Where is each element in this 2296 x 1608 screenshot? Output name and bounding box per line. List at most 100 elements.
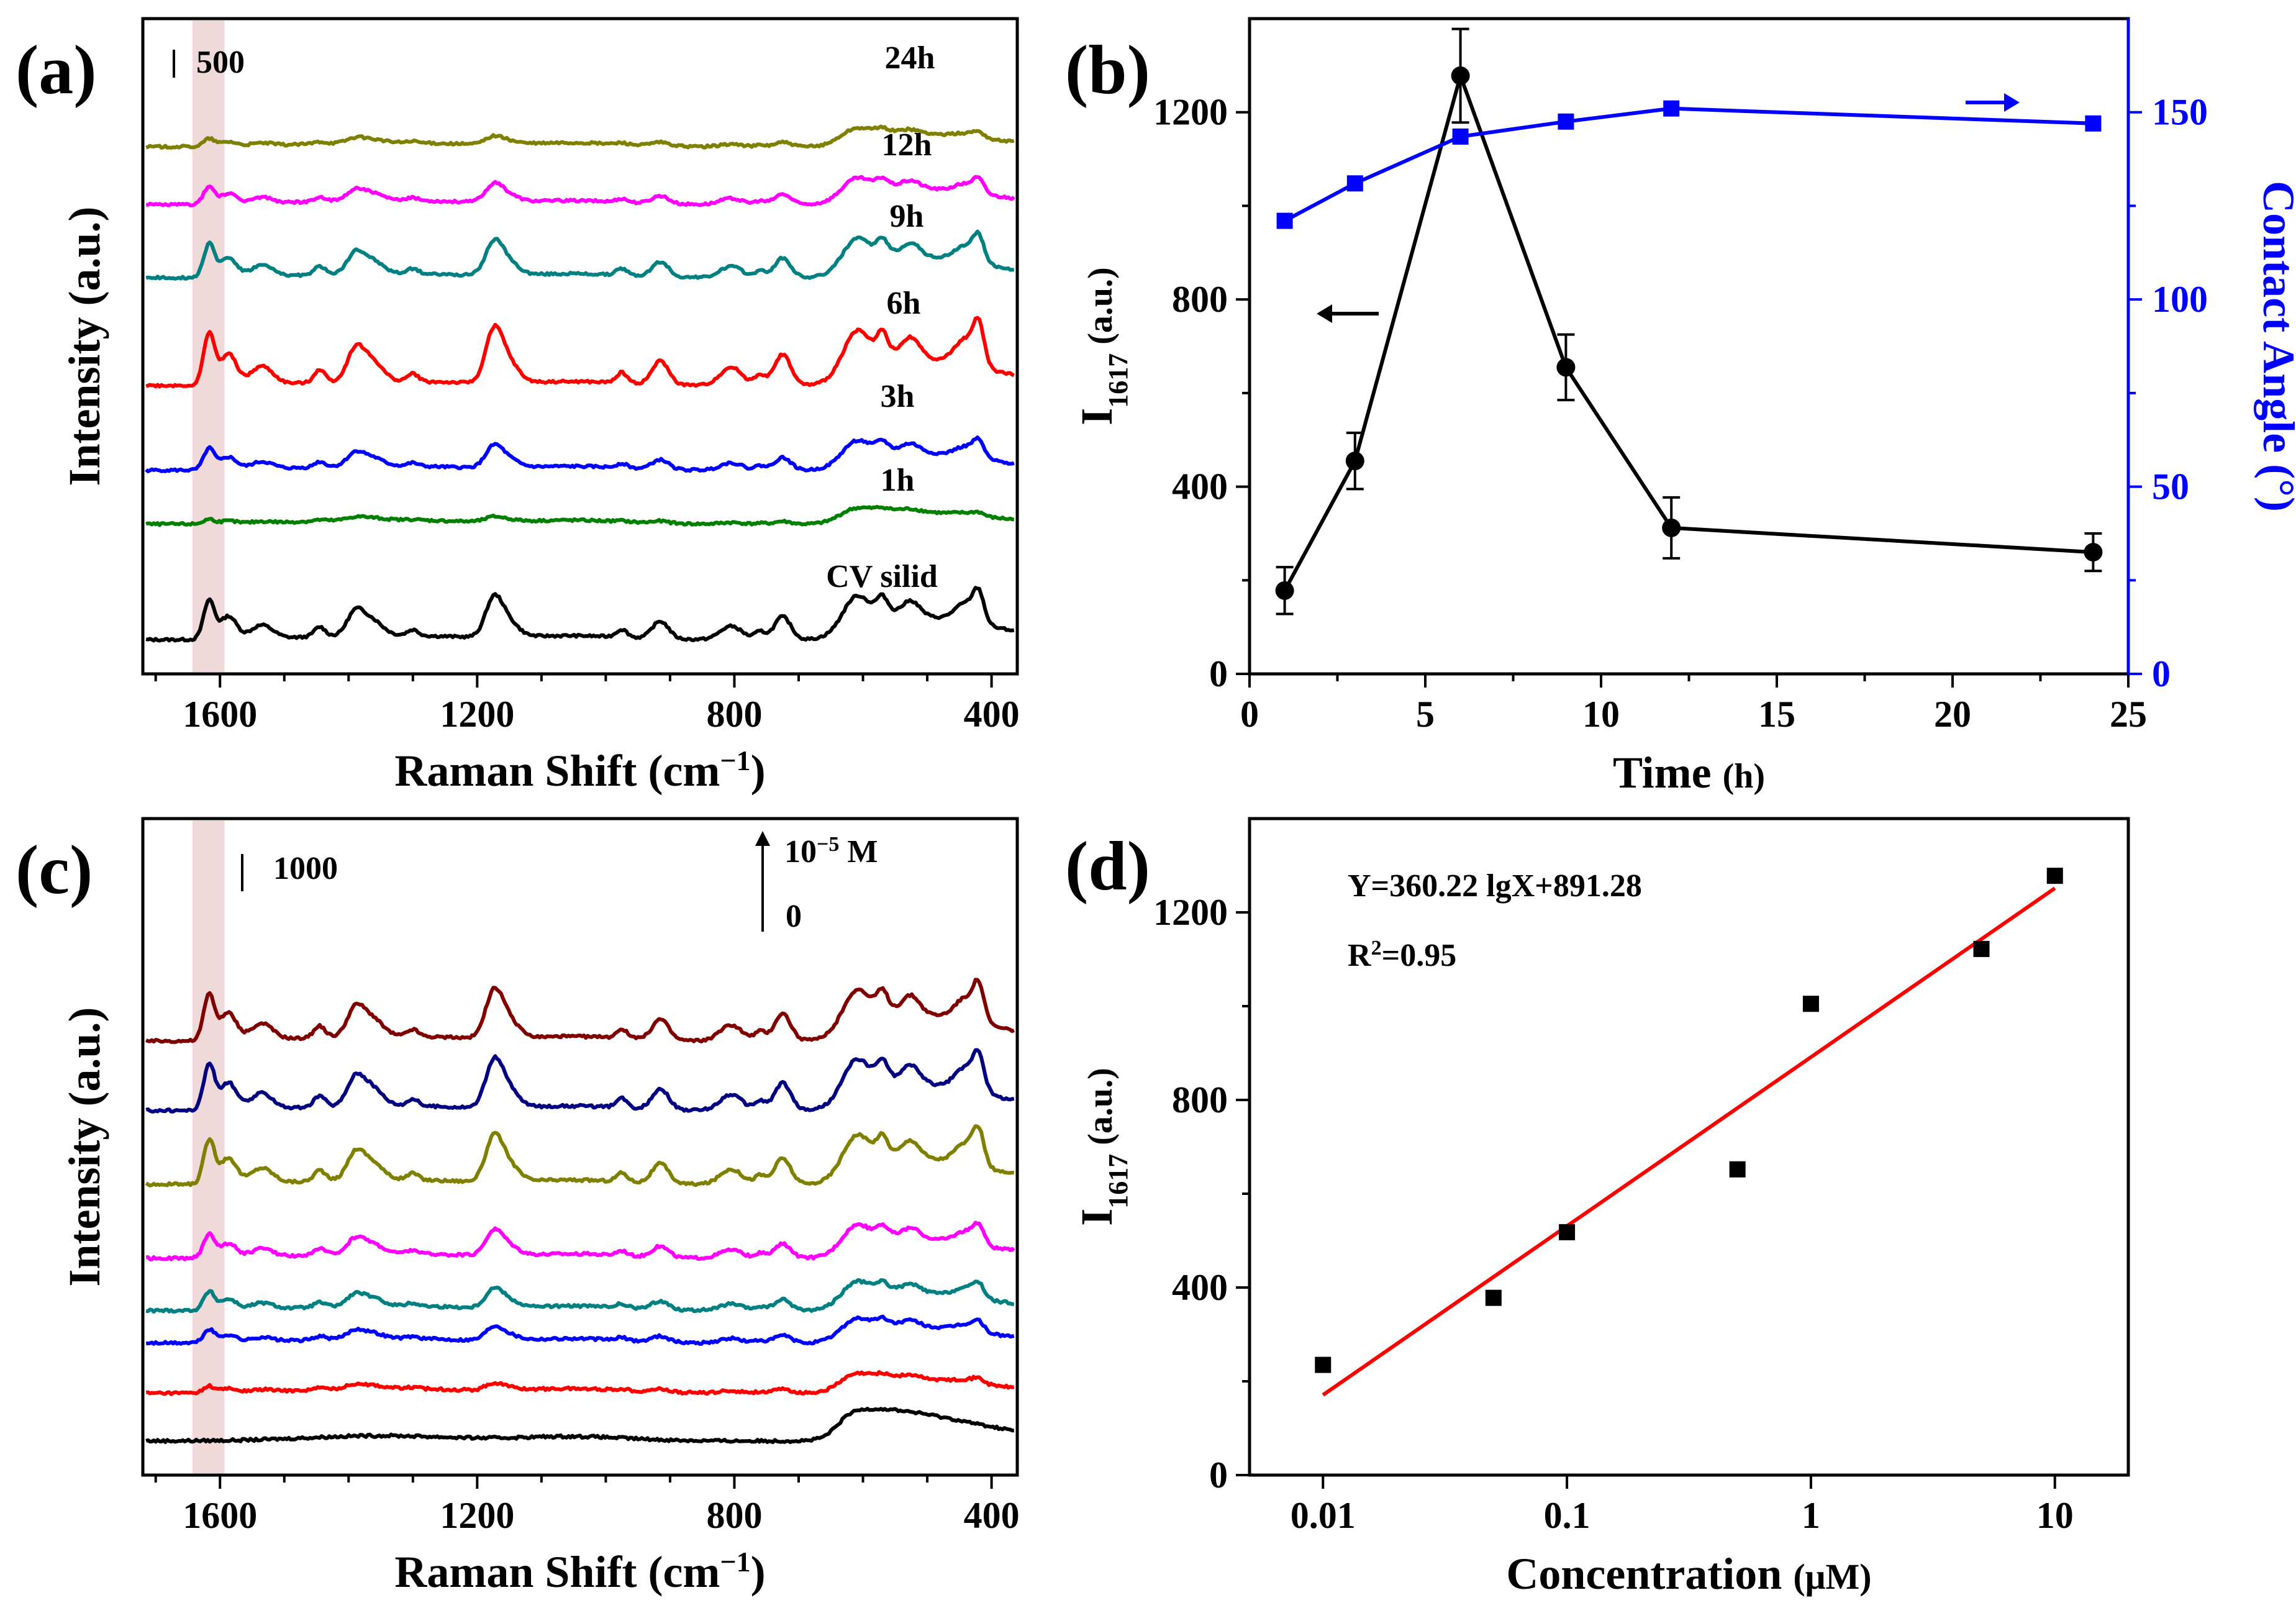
- panel-c: 1600 1200 800 400 Raman Shift (cm−1) Intensit…: [16, 817, 1020, 1597]
- highlight-band: [192, 820, 225, 1473]
- panel-label: (d): [1065, 828, 1150, 905]
- panel-label: (b): [1065, 32, 1150, 109]
- y-tick-label-left: 0: [1209, 653, 1228, 694]
- spectrum-s6: [145, 1124, 1015, 1188]
- scale-bar-label: 1000: [273, 851, 338, 886]
- y-axis-label: Intensity (a.u.): [60, 206, 109, 486]
- plot-frame: [1248, 817, 2130, 1477]
- spectrum-6h: [145, 316, 1015, 389]
- y-axis-label-right: Contact Angle (°): [2254, 181, 2296, 512]
- y-axis-label-left-text: I: [1072, 408, 1122, 425]
- x-tick-label: 0.01: [1291, 1495, 1356, 1536]
- y-tick-label: 800: [1172, 1079, 1228, 1120]
- intensity-point: [1662, 518, 1681, 537]
- spectrum-12h: [146, 175, 1015, 207]
- intensity-point: [2084, 543, 2103, 562]
- contact-angle-point: [1663, 100, 1680, 117]
- contact-angle-point: [1452, 128, 1469, 145]
- x-tick-label: 15: [1758, 694, 1795, 735]
- x-tick-label: 10: [1582, 694, 1620, 735]
- x-axis-label-end: ): [751, 1547, 766, 1597]
- x-tick-label: 25: [2110, 694, 2147, 735]
- series-label-cv-silid: CV silid: [826, 559, 938, 594]
- y-tick-label-right: 100: [2152, 279, 2208, 320]
- r-squared-value: =0.95: [1382, 938, 1457, 973]
- arrow-top-label-sup: −5: [817, 833, 839, 856]
- data-point: [2046, 868, 2063, 884]
- spectrum-3h: [145, 435, 1015, 473]
- fit-equation: Y=360.22 lgX+891.28: [1348, 868, 1642, 904]
- x-tick-label: 1: [1802, 1495, 1820, 1536]
- spectrum-s3: [145, 1314, 1015, 1346]
- x-axis-label: Raman Shift (cm−1): [394, 745, 765, 796]
- intensity-point: [1275, 581, 1294, 600]
- y-axis-label-left-unit: (a.u.): [1081, 267, 1120, 353]
- panel-a: 1600 1200 800 400 Raman Shift (cm−1) Intensit…: [16, 17, 1020, 796]
- data-point: [1802, 996, 1819, 1012]
- x-tick-label: 1200: [440, 694, 514, 735]
- series-label-1h: 1h: [881, 463, 915, 498]
- x-tick-label: 0.1: [1544, 1495, 1590, 1536]
- panel-label: (a): [16, 32, 97, 109]
- intensity-point: [1345, 452, 1364, 471]
- spectrum-cv-silid: [145, 586, 1015, 643]
- intensity-point: [1451, 66, 1470, 85]
- y-tick-label-right: 150: [2152, 92, 2208, 133]
- series-label-12h: 12h: [882, 127, 932, 163]
- x-axis-label: Time (h): [1613, 748, 1765, 797]
- series-label-9h: 9h: [890, 199, 924, 234]
- r-squared-prefix: R: [1348, 938, 1372, 973]
- y-tick-label-left: 1200: [1153, 92, 1228, 133]
- spectrum-s7: [145, 1048, 1015, 1114]
- spectrum-s4: [145, 1278, 1014, 1314]
- arrow-top-label-unit: M: [839, 834, 878, 870]
- y-tick-label: 400: [1172, 1267, 1228, 1308]
- x-tick-label: 5: [1416, 694, 1435, 735]
- x-axis-label-end: ): [751, 746, 766, 796]
- intensity-line: [1282, 70, 2094, 592]
- y-tick-label: 1200: [1153, 892, 1228, 933]
- x-tick-label: 10: [2036, 1495, 2074, 1536]
- contact-angle-point: [1276, 212, 1293, 229]
- x-tick-label: 400: [964, 694, 1020, 735]
- plot-frame: [1248, 17, 2130, 676]
- x-tick-label: 20: [1934, 694, 1971, 735]
- spectrum-24h: [145, 124, 1015, 150]
- y-tick-label-right: 0: [2152, 653, 2171, 694]
- x-axis-label-unit: (h): [1723, 757, 1765, 796]
- x-tick-label: 1600: [183, 694, 257, 735]
- y-tick-label-right: 50: [2152, 466, 2189, 507]
- spectrum-10-5-m: [145, 978, 1015, 1044]
- x-tick-label: 1600: [183, 1495, 257, 1536]
- x-axis-label-text: Concentration: [1506, 1549, 1793, 1599]
- x-axis-label-text: Raman Shift (cm: [394, 746, 720, 796]
- arrow-top-label: 10−5 M: [784, 833, 878, 870]
- data-point: [1729, 1161, 1746, 1178]
- data-point: [1559, 1224, 1576, 1240]
- x-axis-label-sup: −1: [720, 1546, 750, 1578]
- x-axis-label-sup: −1: [720, 745, 750, 776]
- spectrum-s2: [145, 1370, 1015, 1396]
- r-squared: R2=0.95: [1348, 937, 1456, 974]
- contact-angle-point: [2085, 115, 2102, 132]
- y-axis-label-left-sub: 1617: [1103, 353, 1133, 408]
- panel-label: (c): [16, 832, 93, 909]
- series-label-24h: 24h: [885, 40, 935, 76]
- fit-line: [1322, 886, 2056, 1397]
- x-axis-label: Concentration (μM): [1506, 1549, 1871, 1599]
- arrow-head: [755, 831, 770, 846]
- x-tick-label: 800: [706, 694, 762, 735]
- y-tick-label-left: 400: [1172, 466, 1228, 507]
- highlight-band: [192, 20, 225, 672]
- spectrum-s5: [145, 1220, 1015, 1261]
- x-tick-label: 800: [706, 1495, 762, 1536]
- series-label-3h: 3h: [881, 379, 915, 414]
- x-axis-label-text: Raman Shift (cm: [394, 1547, 720, 1597]
- x-tick-label: 1200: [440, 1495, 514, 1536]
- right-axis-arrow-head: [2004, 93, 2020, 112]
- intensity-point: [1556, 358, 1576, 377]
- contact-angle-point: [1558, 113, 1574, 130]
- y-axis-label-left: I1617 (a.u.): [1072, 267, 1133, 425]
